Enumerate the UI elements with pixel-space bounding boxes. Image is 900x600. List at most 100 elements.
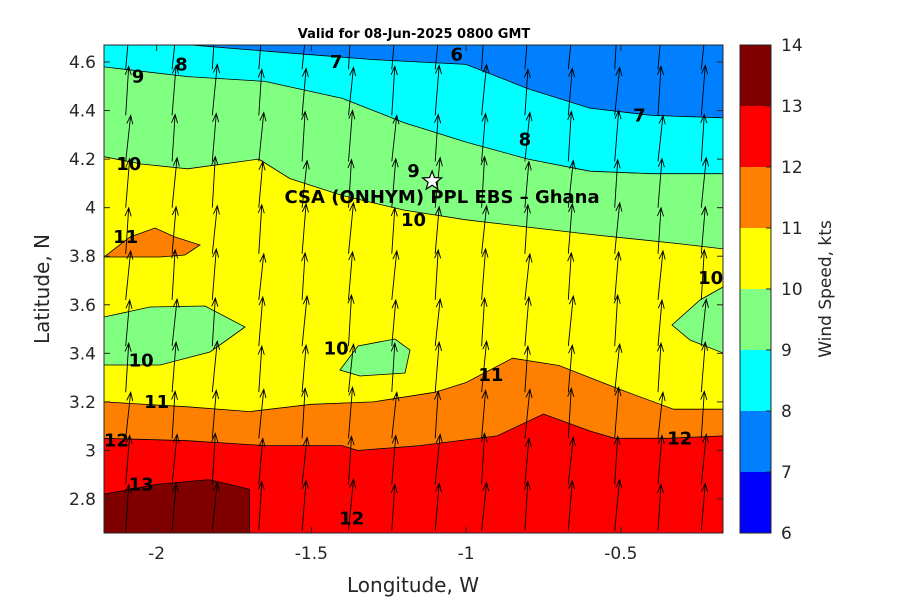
wind-vector bbox=[348, 66, 357, 116]
wind-vector bbox=[524, 45, 528, 70]
colorbar-tick-label: 6 bbox=[781, 524, 792, 544]
colorbar-segment bbox=[740, 167, 771, 228]
wind-vector bbox=[211, 388, 220, 439]
wind-vector bbox=[125, 249, 134, 300]
contour-label: 9 bbox=[132, 67, 145, 88]
wind-vector bbox=[434, 248, 442, 300]
wind-vector bbox=[258, 111, 267, 162]
wind-vector bbox=[656, 206, 664, 254]
site-marker: CSA (ONHYM) PPL EBS – Ghana bbox=[285, 169, 600, 208]
wind-vector bbox=[258, 45, 262, 70]
colorbar-segment bbox=[740, 411, 771, 472]
wind-vector bbox=[613, 435, 621, 485]
colorbar-segment bbox=[740, 228, 771, 289]
wind-vector bbox=[347, 435, 355, 485]
wind-vector bbox=[124, 206, 132, 254]
wind-vector bbox=[614, 250, 622, 300]
wind-vector bbox=[348, 250, 356, 300]
wind-vector bbox=[301, 479, 309, 531]
colorbar-segment bbox=[740, 472, 771, 533]
wind-vector bbox=[567, 386, 575, 439]
wind-vector bbox=[434, 482, 442, 531]
wind-vector bbox=[614, 342, 623, 393]
wind-vector bbox=[348, 385, 356, 439]
wind-vector bbox=[171, 113, 179, 162]
contour-label: 12 bbox=[339, 508, 364, 529]
contour-fills bbox=[104, 45, 723, 533]
wind-vector bbox=[481, 388, 489, 439]
wind-vector bbox=[700, 113, 708, 162]
site-star-icon bbox=[420, 169, 444, 191]
y-tick-label: 3.4 bbox=[69, 344, 96, 364]
wind-vector bbox=[171, 156, 180, 208]
wind-vector bbox=[301, 67, 309, 116]
y-tick-label: 4.6 bbox=[69, 53, 96, 73]
wind-vector bbox=[567, 479, 576, 531]
wind-vector bbox=[700, 297, 709, 347]
wind-vector bbox=[524, 295, 532, 347]
wind-vector bbox=[390, 65, 398, 116]
y-tick-label: 4 bbox=[85, 199, 96, 219]
y-tick-label: 3.8 bbox=[69, 247, 96, 267]
island-11-west bbox=[104, 227, 201, 258]
wind-vector bbox=[700, 156, 710, 208]
wind-vector bbox=[657, 45, 661, 70]
contour-label: 8 bbox=[519, 130, 532, 151]
wind-vector bbox=[211, 112, 220, 162]
colorbar-segment bbox=[740, 289, 771, 350]
wind-vector bbox=[434, 64, 443, 116]
colorbar-tick-label: 11 bbox=[781, 219, 803, 239]
wind-vector bbox=[700, 389, 708, 439]
wind-vector bbox=[391, 390, 400, 439]
contour-label: 10 bbox=[324, 339, 349, 360]
wind-vector bbox=[211, 204, 220, 254]
y-tick-label: 3.6 bbox=[69, 296, 96, 316]
colorbar-segment bbox=[740, 106, 771, 167]
wind-vector bbox=[257, 480, 265, 531]
wind-vector bbox=[481, 339, 490, 393]
contour-label: 12 bbox=[104, 431, 129, 452]
colorbar-tick-label: 10 bbox=[781, 280, 803, 300]
wind-vector bbox=[614, 201, 623, 254]
wind-vector bbox=[211, 432, 219, 485]
wind-vector bbox=[301, 294, 310, 347]
wind-vector bbox=[171, 482, 179, 531]
colorbar: 6 7 8 9 10 11 12 13 14 bbox=[739, 36, 803, 544]
wind-vector bbox=[211, 296, 219, 347]
wind-vector bbox=[125, 45, 129, 70]
wind-vector bbox=[567, 159, 576, 208]
wind-vector bbox=[390, 341, 398, 393]
plot-area bbox=[104, 45, 723, 533]
wind-vector bbox=[614, 45, 617, 70]
wind-vector bbox=[347, 158, 355, 208]
wind-vector bbox=[567, 202, 576, 254]
wind-vector bbox=[348, 201, 357, 254]
wind-vector bbox=[434, 297, 443, 347]
wind-vector bbox=[391, 434, 399, 485]
contour-islands bbox=[104, 227, 723, 377]
island-9-east bbox=[671, 286, 723, 354]
y-tick-label: 4.2 bbox=[69, 150, 96, 170]
contour-label: 10 bbox=[401, 210, 426, 231]
wind-vector bbox=[481, 247, 489, 300]
wind-vector bbox=[434, 156, 443, 208]
wind-vector bbox=[301, 45, 305, 70]
colorbar-tick-label: 13 bbox=[781, 97, 803, 117]
wind-vector bbox=[700, 482, 709, 531]
wind-vector bbox=[348, 478, 357, 531]
wind-vector bbox=[258, 437, 266, 485]
wind-vector bbox=[523, 68, 531, 116]
wind-vector bbox=[657, 298, 665, 347]
wind-vector bbox=[700, 205, 709, 254]
contour-band-12 bbox=[104, 413, 723, 533]
wind-vector bbox=[258, 295, 266, 347]
wind-vector bbox=[523, 203, 531, 254]
y-tick-label: 2.8 bbox=[69, 490, 96, 510]
wind-vector bbox=[348, 45, 351, 70]
colorbar-label: Wind Speed, kts bbox=[816, 220, 836, 358]
wind-vector bbox=[700, 433, 710, 485]
wind-vector bbox=[657, 391, 666, 439]
contour-label: 10 bbox=[116, 154, 141, 175]
wind-vector bbox=[171, 389, 179, 439]
contour-label: 7 bbox=[330, 52, 343, 73]
